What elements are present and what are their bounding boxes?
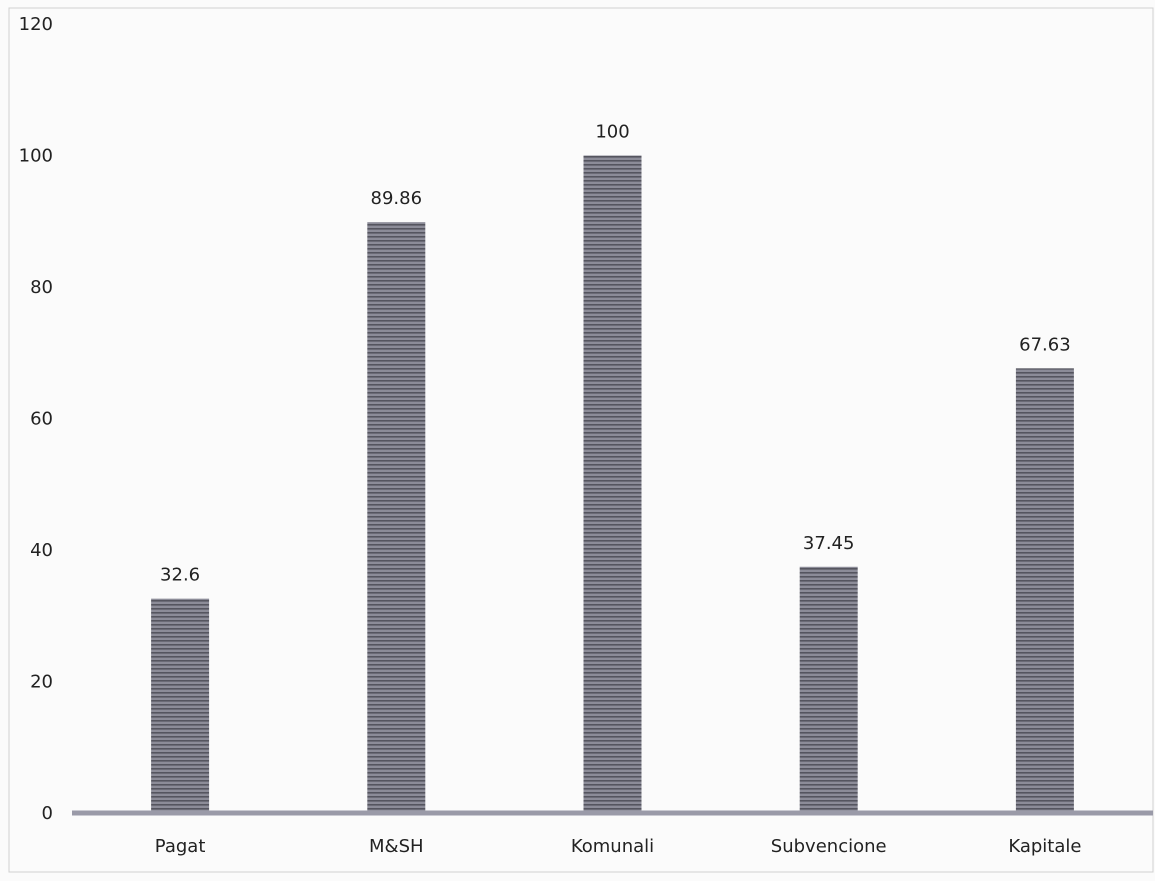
data-label-komunali: 100 bbox=[595, 122, 629, 143]
bars-layer bbox=[151, 155, 1074, 813]
y-tick-label-100: 100 bbox=[19, 146, 53, 167]
y-axis-ticks: 0 20 40 60 80 100 120 bbox=[19, 14, 53, 824]
x-tick-label-pagat: Pagat bbox=[155, 836, 206, 857]
chart-frame bbox=[8, 7, 1154, 873]
data-label-kapitale: 67.63 bbox=[1019, 334, 1071, 355]
y-tick-label-60: 60 bbox=[30, 409, 53, 430]
y-tick-label-0: 0 bbox=[42, 803, 53, 824]
x-axis-labels: Pagat M&SH Komunali Subvencione Kapitale bbox=[155, 836, 1082, 857]
y-tick-label-120: 120 bbox=[19, 14, 53, 35]
x-tick-label-m-sh: M&SH bbox=[369, 836, 424, 857]
data-label-subvencione: 37.45 bbox=[803, 533, 855, 554]
x-tick-label-komunali: Komunali bbox=[571, 836, 654, 857]
data-label-m-sh: 89.86 bbox=[371, 188, 423, 209]
bar-kapitale bbox=[1015, 368, 1074, 813]
bar-pagat bbox=[151, 598, 210, 813]
data-label-pagat: 32.6 bbox=[160, 565, 200, 586]
data-labels: 32.6 89.86 100 37.45 67.63 bbox=[160, 122, 1071, 586]
bar-m-sh bbox=[367, 222, 426, 813]
y-tick-label-80: 80 bbox=[30, 277, 53, 298]
y-tick-label-20: 20 bbox=[30, 672, 53, 693]
x-tick-label-kapitale: Kapitale bbox=[1008, 836, 1081, 857]
y-tick-label-40: 40 bbox=[30, 540, 53, 561]
bar-komunali bbox=[583, 155, 642, 813]
bar-subvencione bbox=[799, 566, 858, 813]
x-tick-label-subvencione: Subvencione bbox=[771, 836, 887, 857]
